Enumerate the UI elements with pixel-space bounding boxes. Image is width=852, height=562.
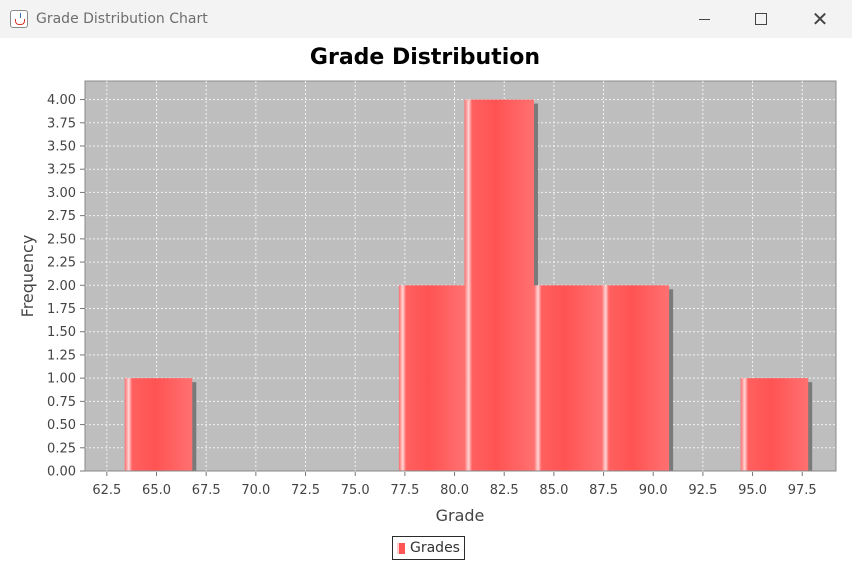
plot-area: 62.5 65.0 67.5 70.0 72.5 75.0 77.5 80.0 82.5 85.0…	[47, 80, 837, 498]
x-axis-label: Grade	[436, 506, 485, 525]
x-tick-label: 65.0	[142, 483, 171, 498]
maximize-icon	[755, 13, 767, 25]
y-tick-label: 3.00	[47, 186, 76, 201]
y-tick-label: 4.00	[47, 93, 76, 108]
histogram-bar	[740, 378, 809, 471]
chart-title: Grade Distribution	[310, 45, 540, 70]
x-tick-label: 70.0	[241, 483, 270, 498]
close-button[interactable]: ✕	[797, 0, 843, 38]
y-tick-label: 1.25	[47, 348, 76, 363]
window-title: Grade Distribution Chart	[36, 11, 208, 27]
x-tick-label: 77.5	[390, 483, 419, 498]
minimize-icon	[698, 18, 710, 20]
y-tick-label: 3.75	[47, 116, 76, 131]
histogram-bar	[124, 378, 193, 471]
window-titlebar: Grade Distribution Chart ✕	[0, 0, 852, 38]
y-tick-label: 0.25	[47, 441, 76, 456]
x-tick-label: 82.5	[490, 483, 519, 498]
minimize-button[interactable]	[681, 0, 727, 38]
x-tick-label: 67.5	[192, 483, 221, 498]
y-axis-label: Frequency	[18, 235, 37, 318]
y-tick-label: 0.75	[47, 395, 76, 410]
x-tick-label: 85.0	[539, 483, 568, 498]
x-tick-label: 90.0	[639, 483, 668, 498]
x-tick-label: 92.5	[688, 483, 717, 498]
histogram-bar	[601, 285, 670, 471]
x-tick-label: 62.5	[92, 483, 121, 498]
chart-area: Grade Distribution 62.5 65.0 67.5 70.0 72.5 7…	[18, 45, 837, 525]
y-tick-label: 1.50	[47, 325, 76, 340]
y-tick-label: 3.50	[47, 140, 76, 155]
y-tick-label: 0.50	[47, 418, 76, 433]
y-tick-label: 2.50	[47, 232, 76, 247]
chart-legend: Grades	[392, 536, 465, 560]
histogram-bar	[464, 99, 535, 472]
close-icon: ✕	[811, 7, 829, 31]
histogram-bar	[534, 285, 602, 471]
x-tick-label: 97.5	[788, 483, 817, 498]
x-tick-label: 80.0	[440, 483, 469, 498]
legend-label: Grades	[410, 540, 460, 556]
y-tick-label: 2.00	[47, 279, 76, 294]
maximize-button[interactable]	[738, 0, 784, 38]
y-tick-label: 2.75	[47, 209, 76, 224]
y-tick-label: 1.00	[47, 372, 76, 387]
java-app-icon	[10, 10, 28, 28]
y-tick-label: 1.75	[47, 302, 76, 317]
y-tick-label: 0.00	[47, 465, 76, 480]
x-tick-label: 72.5	[291, 483, 320, 498]
x-tick-label: 75.0	[341, 483, 370, 498]
y-tick-label: 2.25	[47, 256, 76, 271]
legend-swatch	[397, 542, 405, 554]
x-tick-label: 87.5	[589, 483, 618, 498]
y-tick-label: 3.25	[47, 163, 76, 178]
histogram-bar	[398, 285, 465, 471]
x-tick-label: 95.0	[738, 483, 767, 498]
